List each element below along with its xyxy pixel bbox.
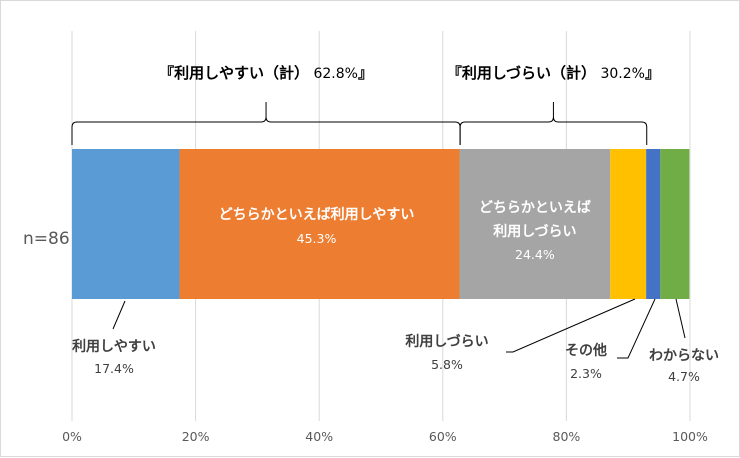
x-tick-label: 0%	[62, 429, 82, 444]
data-label: どちらかといえば	[479, 200, 591, 216]
data-label: 利用しづらい	[493, 223, 576, 240]
summary-brackets: 『利用しやすい（計） 62.8%』 『利用しづらい（計） 30.2%』	[71, 64, 660, 145]
bar-segment	[72, 149, 180, 299]
data-label-pct: 2.3%	[570, 366, 602, 381]
x-tick-label: 100%	[672, 429, 708, 444]
x-tick-label: 80%	[553, 429, 581, 444]
leader-line	[112, 300, 126, 330]
leader-line	[617, 298, 656, 359]
data-label-pct: 24.4%	[515, 247, 555, 262]
x-tick-label: 40%	[305, 429, 333, 444]
data-label: 利用しやすい	[72, 338, 156, 355]
summary-brace	[71, 102, 461, 145]
bar-segment	[459, 149, 611, 299]
data-label: その他	[565, 342, 607, 359]
data-labels: どちらかといえば利用しやすい45.3%どちらかといえば利用しづらい24.4%利用…	[72, 200, 719, 384]
data-label-pct: 5.8%	[431, 357, 463, 372]
bar-segment	[179, 149, 460, 299]
bar-segments	[72, 149, 690, 299]
summary-brace	[459, 102, 648, 145]
bar-segment	[660, 149, 690, 299]
bar-segment	[610, 149, 647, 299]
data-label: どちらかといえば利用しやすい	[219, 206, 415, 223]
bar-segment	[646, 149, 661, 299]
leader-lines	[112, 298, 686, 359]
category-label: n=86	[23, 229, 70, 249]
summary-label: 『利用しやすい（計） 62.8%』	[159, 64, 373, 82]
x-axis-ticks: 0% 20% 40% 60% 80% 100%	[62, 429, 708, 444]
x-tick-label: 60%	[429, 429, 457, 444]
data-label-pct: 4.7%	[668, 369, 700, 384]
leader-line	[506, 298, 636, 353]
leader-line	[675, 298, 686, 339]
data-label: 利用しづらい	[405, 333, 488, 350]
data-label-pct: 45.3%	[297, 231, 337, 246]
data-label-pct: 17.4%	[94, 361, 134, 376]
data-label: わからない	[649, 348, 719, 364]
summary-label: 『利用しづらい（計） 30.2%』	[447, 64, 660, 82]
x-tick-label: 20%	[182, 429, 210, 444]
